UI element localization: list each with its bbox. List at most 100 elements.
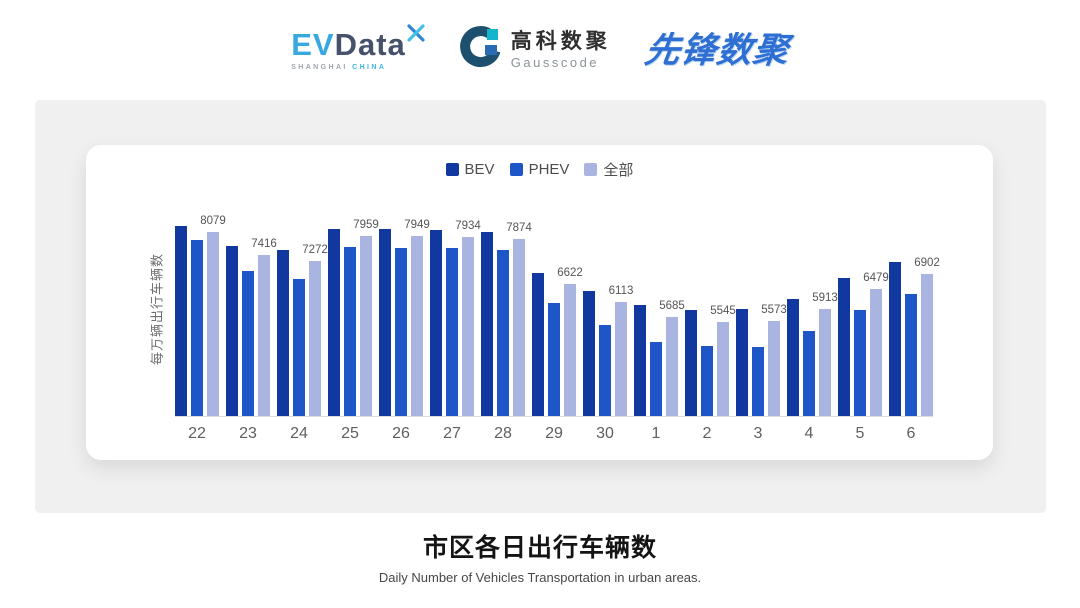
x-tick-label: 26: [392, 425, 410, 442]
bar-bev: [685, 310, 697, 416]
legend-label-bev: BEV: [464, 161, 495, 178]
value-label: 6113: [608, 285, 634, 297]
gausscode-logo: 高科数聚 Gausscode: [458, 25, 611, 75]
sparkle-x-icon: [406, 23, 426, 48]
bar-group: 7416 23: [226, 205, 277, 442]
bar-bev: [532, 273, 544, 416]
bar-bev: [175, 226, 187, 416]
bar-全部: [207, 232, 219, 416]
bar-全部: [921, 274, 933, 416]
bar-phev: [242, 271, 254, 416]
x-tick-label: 24: [290, 425, 308, 442]
bar-group: 7959 25: [328, 205, 379, 442]
bar-bev: [277, 250, 289, 416]
x-tick-label: 4: [804, 425, 814, 442]
legend-item-phev[interactable]: PHEV: [509, 159, 570, 180]
bar-group: 7272 24: [277, 205, 328, 442]
bar-group: 7934 27: [430, 205, 481, 442]
value-label: 6479: [863, 272, 889, 284]
xianfeng-logo: 先锋数聚: [642, 30, 792, 70]
value-label: 8079: [200, 215, 226, 227]
page-subtitle: Daily Number of Vehicles Transportation …: [378, 570, 702, 585]
x-tick-label: 3: [753, 425, 763, 442]
bar-phev: [446, 248, 458, 416]
bar-全部: [819, 309, 831, 416]
x-tick-label: 30: [596, 425, 614, 442]
value-label: 7949: [404, 219, 430, 231]
bar-group: 6479 5: [838, 205, 889, 442]
bar-全部: [462, 237, 474, 416]
bar-bev: [787, 299, 799, 416]
legend-label-phev: PHEV: [528, 161, 570, 178]
bar-group: 7949 26: [379, 205, 430, 442]
bar-group: 5913 4: [787, 205, 838, 442]
evdata-logo: EVData SHANGHAI CHINA: [291, 24, 425, 71]
bar-group: 8079 22: [175, 205, 226, 442]
bar-全部: [717, 322, 729, 416]
x-tick-label: 6: [906, 425, 916, 442]
bar-bev: [481, 232, 493, 416]
page-title: 市区各日出行车辆数: [422, 534, 657, 562]
x-tick-label: 25: [341, 425, 359, 442]
bar-group: 6622 29: [532, 205, 583, 442]
bar-phev: [497, 250, 509, 416]
bar-bev: [430, 230, 442, 416]
bar-group: 6113 30: [583, 205, 633, 442]
bar-全部: [666, 317, 678, 416]
bar-全部: [564, 284, 576, 416]
x-tick-label: 22: [188, 425, 206, 442]
legend-swatch-bev: [445, 163, 459, 176]
bar-phev: [905, 294, 917, 416]
bar-bev: [634, 305, 646, 416]
bar-全部: [513, 239, 525, 416]
bar-phev: [854, 310, 866, 416]
evdata-subtitle: SHANGHAI CHINA: [291, 64, 406, 71]
footer: 市区各日出行车辆数 Daily Number of Vehicles Trans…: [0, 528, 1080, 585]
header: EVData SHANGHAI CHINA 高科数聚 Gausscode 先锋数…: [0, 0, 1080, 100]
bar-group: 5685 1: [634, 205, 685, 442]
value-label: 7959: [353, 219, 379, 231]
value-label: 5545: [710, 305, 736, 317]
value-label: 5913: [812, 292, 838, 304]
evdata-sub-shanghai: SHANGHAI: [291, 64, 348, 71]
bar-phev: [344, 247, 356, 416]
bar-group: 5545 2: [685, 205, 736, 442]
gausscode-g-icon: [458, 25, 502, 75]
gausscode-en: Gausscode: [510, 54, 600, 70]
bar-phev: [191, 240, 203, 416]
value-label: 7934: [455, 220, 481, 232]
legend-item-all[interactable]: 全部: [584, 159, 633, 180]
value-label: 7272: [302, 244, 328, 256]
bar-全部: [870, 289, 882, 416]
bar-group: 7874 28: [481, 205, 532, 442]
x-tick-label: 29: [545, 425, 563, 442]
bar-bev: [889, 262, 901, 416]
bar-phev: [599, 325, 611, 416]
evdata-sub-china: CHINA: [352, 64, 387, 71]
legend-swatch-phev: [509, 163, 523, 176]
value-label: 6902: [914, 257, 940, 269]
x-tick-label: 1: [651, 425, 661, 442]
bar-bev: [379, 229, 391, 416]
bar-phev: [803, 331, 815, 416]
bar-phev: [650, 342, 662, 416]
bar-bev: [226, 246, 238, 416]
bar-group: 6902 6: [889, 205, 940, 442]
x-tick-label: 27: [443, 425, 461, 442]
bar-bev: [328, 229, 340, 416]
bar-全部: [615, 302, 627, 416]
evdata-data-text: Data: [334, 27, 406, 62]
value-label: 6622: [557, 267, 583, 279]
bar-全部: [768, 321, 780, 416]
value-label: 5685: [659, 300, 685, 312]
legend-item-bev[interactable]: BEV: [445, 159, 495, 180]
x-tick-label: 5: [855, 425, 865, 442]
value-label: 7874: [506, 222, 532, 234]
bar-bev: [736, 309, 748, 416]
bar-全部: [309, 261, 321, 416]
legend-swatch-all: [584, 163, 598, 176]
evdata-ev-text: EV: [291, 27, 335, 62]
bar-bev: [583, 291, 595, 416]
bar-bev: [838, 278, 850, 416]
x-tick-label: 2: [702, 425, 712, 442]
